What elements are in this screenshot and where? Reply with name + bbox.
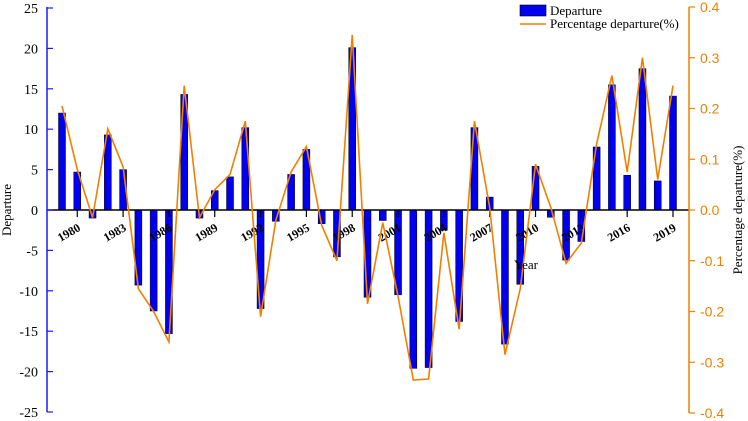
y-axis-label: Departure: [0, 184, 14, 236]
y-tick-label: -25: [19, 406, 38, 421]
y2-tick-label: 0.0: [700, 202, 720, 218]
bar-2018: [653, 180, 662, 211]
y2-tick-label: -0.1: [700, 253, 724, 269]
bar-2015: [608, 84, 616, 211]
y-tick-label: -15: [19, 325, 38, 340]
y-tick-label: 0: [31, 204, 38, 219]
bar-2002: [409, 209, 418, 369]
x-tick-label: 2019: [651, 220, 679, 244]
x-tick-label: 1983: [101, 220, 129, 244]
y-tick-label: 15: [24, 83, 38, 98]
legend-percentage: Percentage departure(%): [550, 16, 679, 31]
bar-1990: [226, 176, 234, 211]
y2-tick-label: -0.2: [700, 304, 724, 320]
y2-axis-label: Percentage departure(%): [730, 146, 745, 275]
bar-2016: [623, 175, 631, 211]
y-tick-label: -10: [19, 285, 38, 300]
bar-2017: [638, 68, 647, 211]
bar-2006: [470, 127, 479, 211]
x-tick-label: 1995: [284, 220, 312, 244]
bar-1985: [149, 209, 158, 312]
y2-tick-label: -0.3: [700, 354, 724, 370]
legend-bar-swatch: [519, 4, 547, 17]
y2-tick-label: 0.4: [700, 0, 720, 15]
y-tick-label: 5: [31, 164, 38, 179]
y2-tick-label: 0.2: [700, 101, 720, 117]
legend: Departure Percentage departure(%): [519, 3, 679, 31]
y2-tick-label: -0.4: [700, 405, 724, 421]
x-axis-label: Year: [514, 257, 539, 272]
bar-2019: [669, 95, 677, 211]
y-tick-label: -5: [26, 244, 38, 259]
legend-departure: Departure: [550, 3, 602, 18]
x-tick-label: 2016: [605, 220, 633, 244]
y2-tick-label: 0.3: [700, 50, 720, 66]
y2-tick-label: 0.1: [700, 151, 720, 167]
x-tick-label: 1980: [55, 220, 83, 244]
y-tick-label: -20: [19, 366, 38, 381]
bar-1979: [58, 112, 66, 211]
y-tick-label: 10: [24, 123, 38, 138]
y-tick-label: 25: [24, 2, 38, 17]
percentage-line: [61, 34, 674, 381]
bar-1991: [241, 127, 250, 211]
y-tick-label: 20: [24, 42, 38, 57]
bar-2000: [379, 209, 387, 221]
x-tick-label: 1989: [192, 220, 220, 244]
